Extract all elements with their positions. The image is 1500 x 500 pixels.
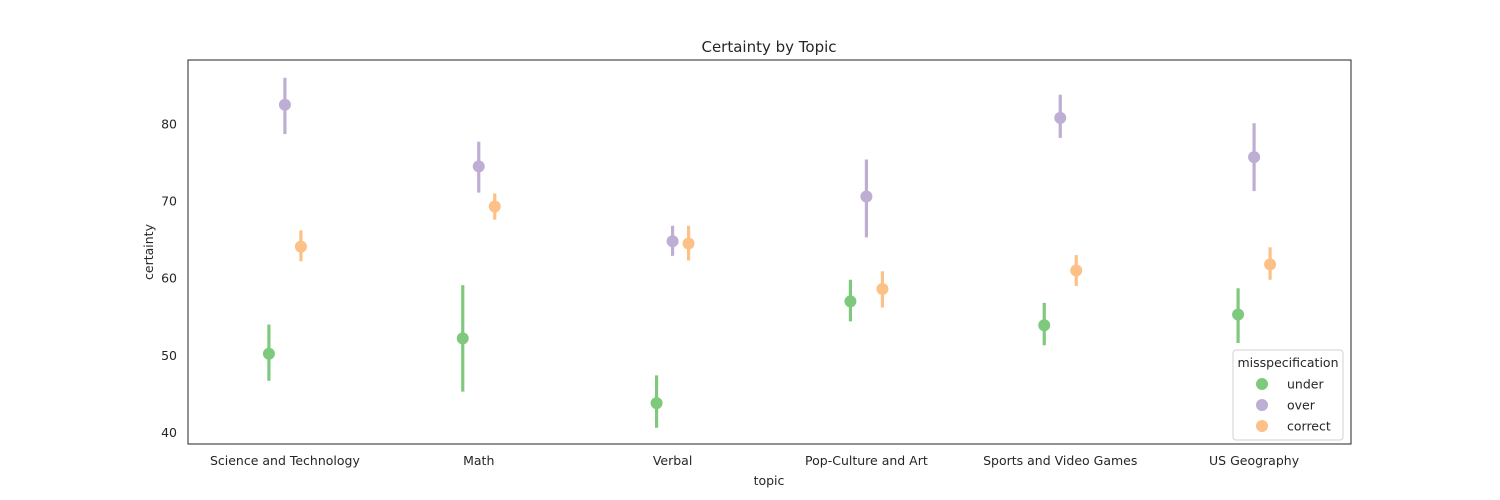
point-correct-1 bbox=[488, 200, 501, 213]
point-correct-2 bbox=[682, 237, 695, 250]
y-tick-label-2: 60 bbox=[161, 271, 177, 286]
point-under-4 bbox=[1038, 319, 1051, 332]
point-correct-0 bbox=[294, 240, 307, 253]
y-tick-label-4: 80 bbox=[161, 117, 177, 132]
y-tick-label-3: 70 bbox=[161, 194, 177, 209]
point-under-0 bbox=[262, 347, 275, 360]
data-points bbox=[262, 98, 1277, 410]
legend-marker-under bbox=[1256, 378, 1268, 390]
point-correct-4 bbox=[1070, 264, 1083, 277]
x-tick-label-3: Pop-Culture and Art bbox=[805, 453, 928, 468]
point-over-4 bbox=[1054, 111, 1067, 124]
legend: misspecification under over correct bbox=[1232, 349, 1344, 441]
point-under-2 bbox=[650, 397, 663, 410]
chart-title: Certainty by Topic bbox=[701, 38, 836, 56]
point-over-3 bbox=[860, 190, 873, 203]
y-axis-ticks: 40 50 60 70 80 bbox=[161, 117, 177, 440]
x-axis-label: topic bbox=[754, 473, 785, 488]
x-tick-label-4: Sports and Video Games bbox=[983, 453, 1137, 468]
y-tick-label-1: 50 bbox=[161, 348, 177, 363]
legend-label-correct: correct bbox=[1287, 419, 1331, 434]
point-correct-5 bbox=[1264, 258, 1277, 271]
x-tick-label-0: Science and Technology bbox=[210, 453, 361, 468]
y-tick-label-0: 40 bbox=[161, 425, 177, 440]
point-correct-3 bbox=[876, 283, 889, 296]
y-axis-label: certainty bbox=[141, 223, 156, 280]
legend-marker-over bbox=[1256, 399, 1268, 411]
legend-marker-correct bbox=[1256, 420, 1268, 432]
point-over-0 bbox=[278, 98, 291, 111]
x-tick-label-5: US Geography bbox=[1209, 453, 1300, 468]
legend-label-over: over bbox=[1287, 398, 1316, 413]
point-over-5 bbox=[1248, 151, 1261, 164]
legend-frame bbox=[1232, 349, 1344, 441]
legend-label-under: under bbox=[1287, 377, 1324, 392]
point-over-1 bbox=[472, 160, 485, 173]
point-under-1 bbox=[456, 332, 469, 345]
point-over-2 bbox=[666, 235, 679, 248]
plot-area bbox=[187, 59, 1352, 445]
x-axis-ticks: Science and Technology Math Verbal Pop-Cult… bbox=[210, 453, 1300, 468]
legend-title: misspecification bbox=[1238, 355, 1339, 370]
x-tick-label-1: Math bbox=[463, 453, 494, 468]
point-under-5 bbox=[1232, 308, 1245, 321]
x-tick-label-2: Verbal bbox=[653, 453, 692, 468]
point-under-3 bbox=[844, 295, 857, 308]
